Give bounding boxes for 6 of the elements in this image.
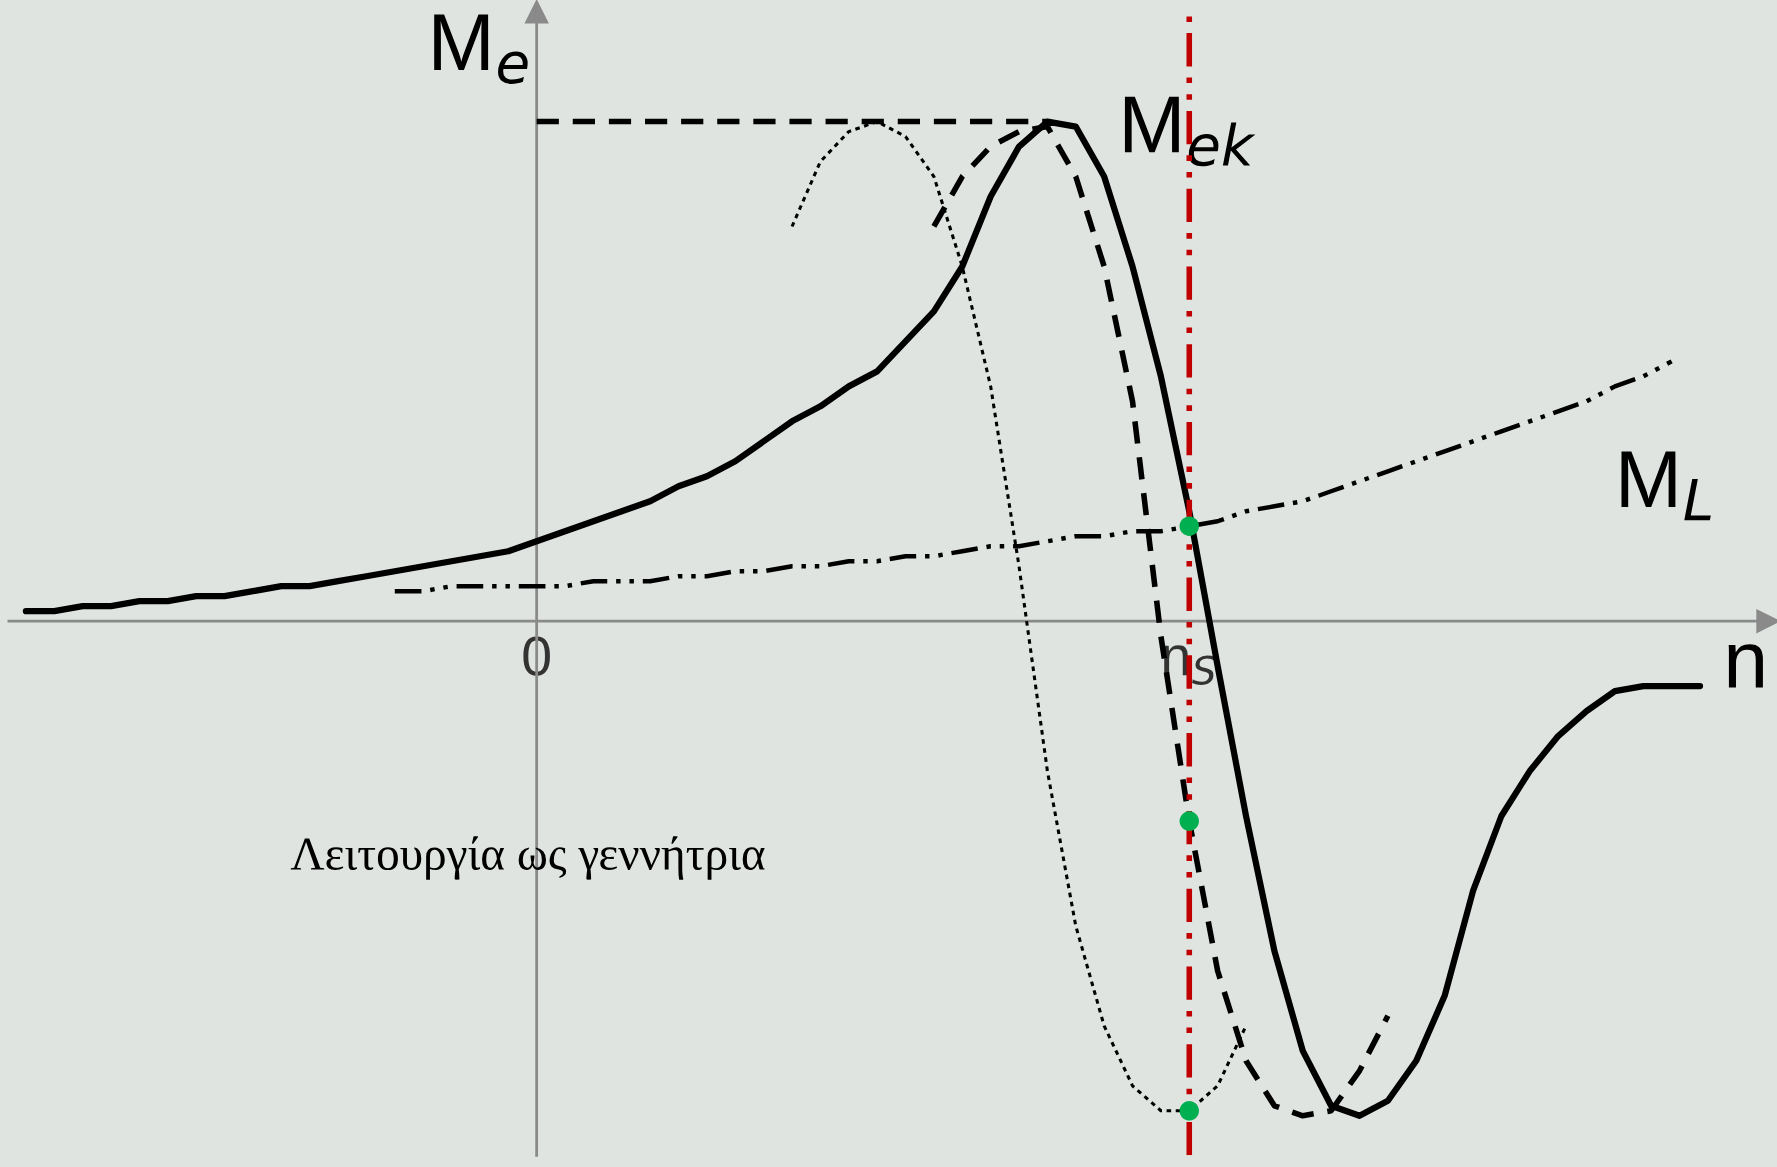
y-axis-title: M$_{e}$	[434, 14, 528, 84]
x-tick-label: 0	[523, 636, 550, 676]
annotation: Λειτουργία ως γεννήτρια	[290, 836, 765, 880]
series-label: M$_{L}$	[1621, 451, 1711, 521]
x-axis-title: n	[1728, 644, 1763, 688]
series-label: M$_{ek}$	[1124, 96, 1256, 167]
